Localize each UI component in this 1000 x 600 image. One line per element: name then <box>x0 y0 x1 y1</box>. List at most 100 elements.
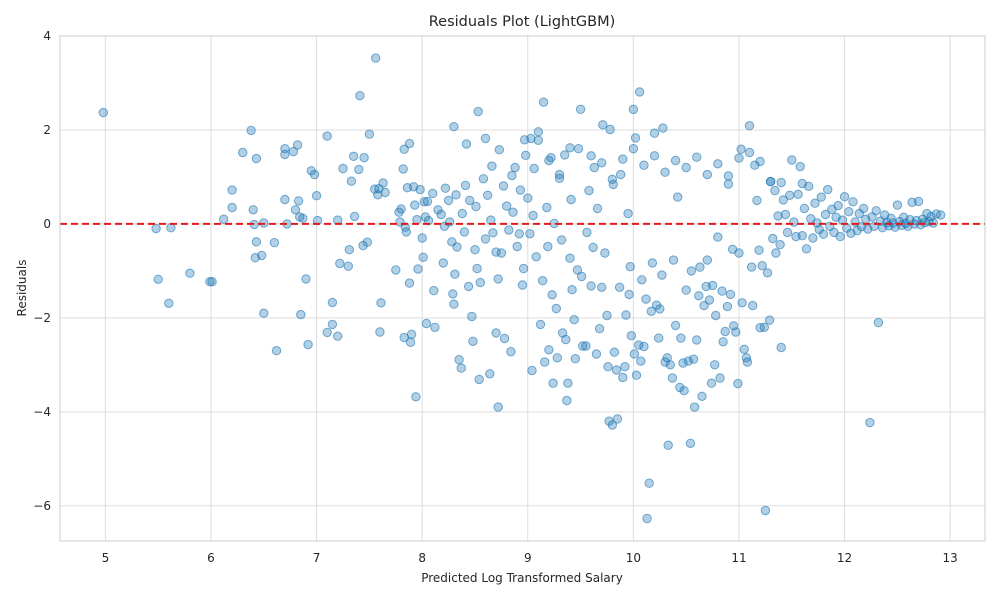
x-tick-label: 6 <box>207 551 215 565</box>
data-point <box>238 147 248 158</box>
data-point <box>460 180 471 191</box>
data-point <box>475 277 485 288</box>
data-point <box>707 280 718 291</box>
data-point <box>787 155 797 165</box>
data-point <box>572 265 583 275</box>
data-point <box>531 252 541 262</box>
data-point <box>449 122 459 132</box>
data-point <box>737 298 747 308</box>
data-point <box>681 162 691 173</box>
data-point <box>563 378 573 388</box>
data-point <box>699 300 709 311</box>
data-point <box>810 198 820 208</box>
data-point <box>620 362 630 372</box>
data-point <box>569 315 579 325</box>
data-point <box>346 176 357 186</box>
data-point <box>506 347 516 357</box>
data-point <box>646 306 656 316</box>
data-point <box>205 277 215 287</box>
data-point <box>736 144 746 154</box>
data-point <box>752 195 762 206</box>
data-point <box>496 248 507 258</box>
data-point <box>762 268 773 278</box>
data-point <box>465 195 475 206</box>
data-point <box>871 206 881 216</box>
data-point <box>697 391 707 401</box>
data-point <box>459 227 470 237</box>
data-point <box>405 337 416 347</box>
data-point <box>612 414 623 424</box>
data-point <box>839 192 850 202</box>
data-point <box>711 310 721 321</box>
data-point <box>153 274 163 284</box>
data-point <box>376 298 386 308</box>
data-point <box>348 151 359 162</box>
data-point <box>597 282 607 292</box>
y-tick-label: 2 <box>43 123 51 137</box>
data-point <box>692 335 702 345</box>
data-point <box>631 370 642 380</box>
data-point <box>565 253 575 263</box>
data-point <box>493 274 503 284</box>
data-point <box>765 176 776 187</box>
data-point <box>494 145 504 155</box>
data-point <box>533 127 543 137</box>
data-point <box>552 353 562 363</box>
data-point <box>443 195 454 206</box>
data-point <box>480 234 491 244</box>
data-point <box>694 291 704 301</box>
data-point <box>338 163 348 174</box>
data-point <box>623 208 633 219</box>
data-point <box>419 197 429 207</box>
data-point <box>335 258 345 269</box>
data-point <box>493 402 503 412</box>
data-point <box>98 107 109 118</box>
data-point <box>436 209 446 220</box>
data-point <box>581 341 591 351</box>
data-point <box>775 239 785 250</box>
data-point <box>544 155 554 166</box>
data-point <box>820 209 831 220</box>
data-point <box>670 155 681 166</box>
data-point <box>655 304 665 314</box>
data-point <box>630 133 641 143</box>
data-point <box>592 203 603 214</box>
data-point <box>185 268 195 278</box>
data-point <box>718 337 728 347</box>
data-point <box>333 331 343 341</box>
x-tick-label: 7 <box>313 551 321 565</box>
data-point <box>637 275 647 285</box>
data-point <box>293 196 304 206</box>
data-point <box>635 87 645 97</box>
data-point <box>535 319 546 330</box>
data-point <box>561 334 571 345</box>
data-point <box>349 211 360 222</box>
data-point <box>538 97 549 107</box>
data-point <box>438 258 448 268</box>
data-point <box>362 237 372 247</box>
data-point <box>567 285 577 295</box>
data-point <box>542 202 552 213</box>
data-point <box>594 324 605 334</box>
data-point <box>715 373 725 383</box>
data-point <box>451 190 461 200</box>
data-point <box>657 270 667 280</box>
data-point <box>521 150 531 161</box>
chart-title: Residuals Plot (LightGBM) <box>429 14 616 30</box>
data-point <box>663 440 673 450</box>
data-point <box>478 174 489 184</box>
data-point <box>378 178 388 188</box>
data-point <box>607 420 617 430</box>
data-point <box>799 203 810 214</box>
data-point <box>797 231 807 241</box>
data-point <box>628 144 639 154</box>
data-point <box>528 210 538 221</box>
data-point <box>748 300 758 311</box>
data-point <box>418 252 428 262</box>
data-point <box>776 342 786 353</box>
y-tick-label: −4 <box>33 405 51 419</box>
data-point <box>844 207 854 217</box>
data-point <box>533 135 543 146</box>
data-point <box>768 233 778 244</box>
data-point <box>754 245 764 255</box>
